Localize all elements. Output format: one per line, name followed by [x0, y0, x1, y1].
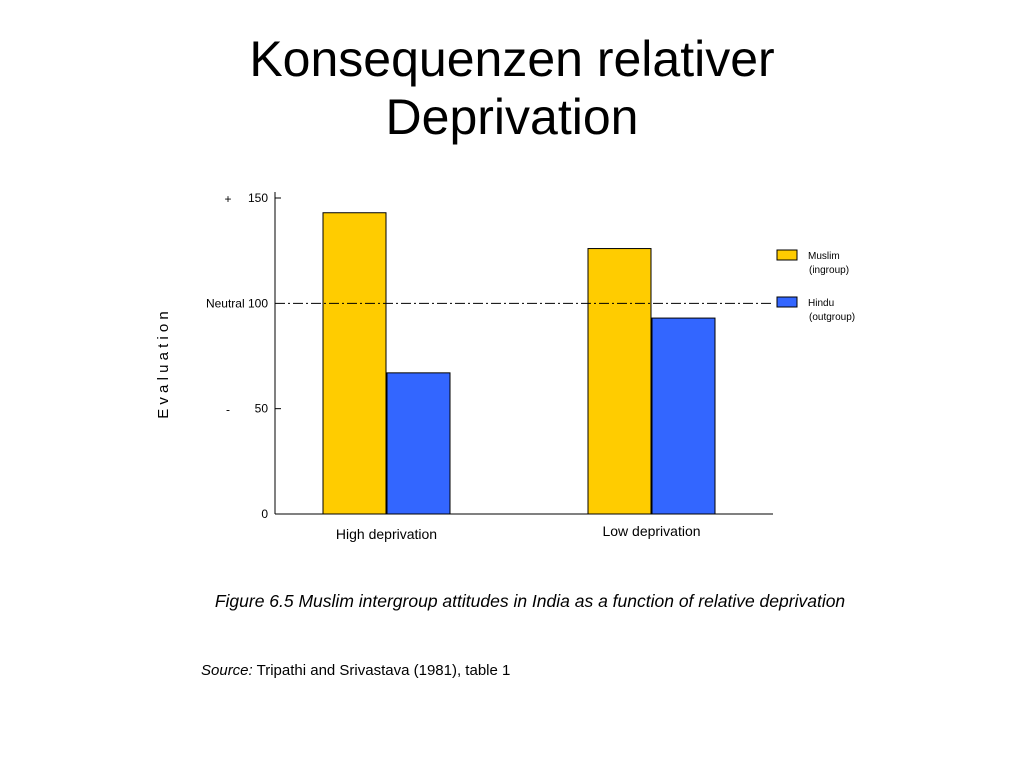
x-category-label: High deprivation — [336, 526, 437, 542]
legend-label-hindu: Hindu — [808, 298, 834, 309]
source-label: Source: — [201, 662, 253, 679]
bar-muslim-low — [587, 248, 652, 515]
source-note: Source: Tripathi and Srivastava (1981), … — [201, 662, 510, 679]
y-tick-label: 0 — [261, 507, 268, 521]
minus-marker: - — [226, 403, 230, 417]
legend-label-hindu: (outgroup) — [809, 312, 855, 323]
source-text: Tripathi and Srivastava (1981), table 1 — [252, 662, 511, 679]
bar-muslim-high — [322, 212, 387, 515]
bar-hindu-high — [386, 372, 451, 515]
x-category-label: Low deprivation — [602, 523, 700, 539]
bar-chart: 0 50 Neutral 100 150 + - E v a l u a t i o n Hi… — [155, 191, 855, 542]
slide-title: Konsequenzen relativer Deprivation — [0, 30, 1024, 146]
title-line-1: Konsequenzen relativer — [249, 31, 775, 87]
bar-hindu-low — [651, 317, 716, 515]
legend-swatch-muslim — [776, 249, 798, 261]
y-tick-label: Neutral 100 — [206, 296, 268, 310]
legend-label-muslim: Muslim — [808, 251, 840, 262]
legend-label-muslim: (ingroup) — [809, 265, 849, 276]
y-tick-label: 50 — [255, 402, 269, 416]
y-tick-label: 150 — [248, 191, 268, 205]
figure-caption: Figure 6.5 Muslim intergroup attitudes i… — [214, 591, 846, 611]
plus-marker: + — [224, 192, 231, 206]
legend-swatch-hindu — [776, 296, 798, 308]
y-axis-label: E v a l u a t i o n — [155, 311, 172, 419]
title-line-2: Deprivation — [385, 89, 639, 145]
